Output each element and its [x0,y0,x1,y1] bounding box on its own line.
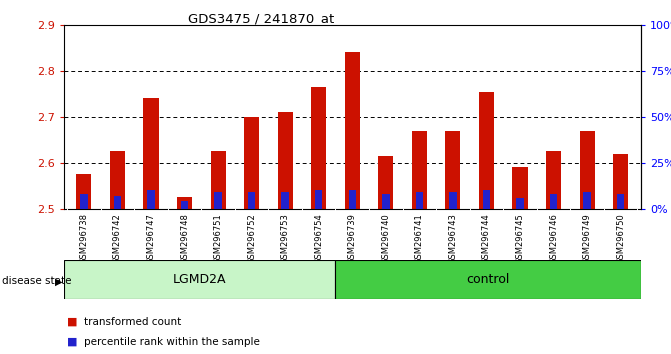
Bar [278,112,293,209]
Bar [180,201,188,209]
Text: disease state: disease state [2,276,72,286]
Text: GSM296738: GSM296738 [79,213,89,264]
Text: GSM296745: GSM296745 [515,213,525,264]
Text: GSM296752: GSM296752 [247,213,256,264]
Text: transformed count: transformed count [84,317,181,327]
Text: control: control [466,273,510,286]
Text: GSM296742: GSM296742 [113,213,122,264]
Bar [110,152,125,209]
Bar [378,156,393,209]
Bar [516,198,523,209]
Text: GSM296751: GSM296751 [213,213,223,264]
Text: ■: ■ [67,337,78,347]
Text: ▶: ▶ [55,276,62,286]
Text: GSM296749: GSM296749 [582,213,592,264]
Bar [64,260,336,299]
Bar [550,194,557,209]
Bar [177,198,192,209]
Bar [311,87,326,209]
Bar [248,192,255,209]
Bar [617,194,624,209]
Bar [211,152,225,209]
Text: GSM296746: GSM296746 [549,213,558,264]
Bar [449,192,456,209]
Text: GSM296740: GSM296740 [381,213,391,264]
Bar [482,190,490,209]
Text: GSM296750: GSM296750 [616,213,625,264]
Bar [415,192,423,209]
Text: LGMD2A: LGMD2A [172,273,226,286]
Text: ■: ■ [67,317,78,327]
Bar [580,131,595,209]
Bar [613,154,628,209]
Bar [144,98,158,209]
Bar [546,152,561,209]
Text: GDS3475 / 241870_at: GDS3475 / 241870_at [188,12,334,25]
Text: GSM296747: GSM296747 [146,213,156,264]
Bar [113,196,121,209]
Bar [583,192,590,209]
Bar [446,131,460,209]
Text: GSM296743: GSM296743 [448,213,458,264]
Bar [214,192,221,209]
Bar [336,260,641,299]
Text: GSM296748: GSM296748 [180,213,189,264]
Text: GSM296753: GSM296753 [280,213,290,264]
Bar [244,117,259,209]
Bar [412,131,427,209]
Text: GSM296739: GSM296739 [348,213,357,264]
Bar [76,174,91,209]
Bar [382,194,389,209]
Bar [513,167,527,209]
Bar [81,194,87,209]
Text: GSM296754: GSM296754 [314,213,323,264]
Bar [147,190,154,209]
Bar [315,190,322,209]
Bar [281,192,289,209]
Text: percentile rank within the sample: percentile rank within the sample [84,337,260,347]
Bar [345,52,360,209]
Bar [479,92,494,209]
Bar [348,190,356,209]
Text: GSM296744: GSM296744 [482,213,491,264]
Text: GSM296741: GSM296741 [415,213,424,264]
